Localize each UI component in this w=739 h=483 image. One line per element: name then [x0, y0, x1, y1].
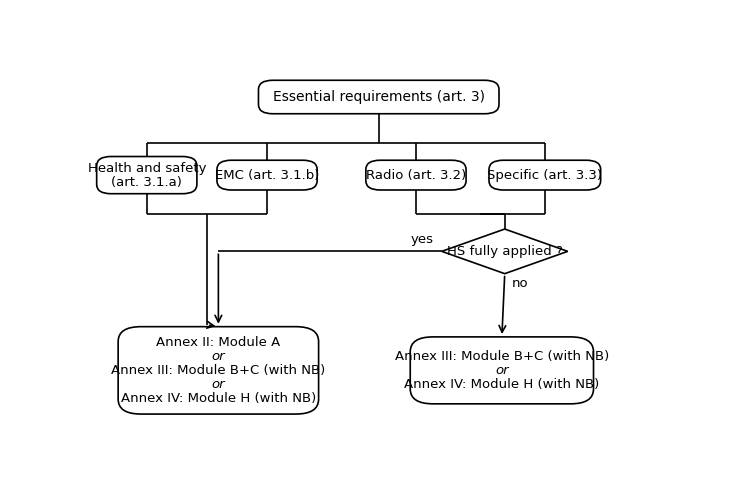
Text: or: or: [211, 350, 225, 363]
Text: or: or: [495, 364, 508, 377]
Polygon shape: [442, 229, 568, 274]
Text: Annex III: Module B+C (with NB): Annex III: Module B+C (with NB): [112, 364, 325, 377]
FancyBboxPatch shape: [97, 156, 197, 194]
Text: Annex IV: Module H (with NB): Annex IV: Module H (with NB): [404, 378, 599, 391]
Text: Annex IV: Module H (with NB): Annex IV: Module H (with NB): [120, 392, 316, 405]
Text: Specific (art. 3.3): Specific (art. 3.3): [487, 169, 602, 182]
Text: Health and safety: Health and safety: [87, 161, 206, 174]
Text: no: no: [511, 277, 528, 290]
Text: Radio (art. 3.2): Radio (art. 3.2): [366, 169, 466, 182]
Text: or: or: [211, 378, 225, 391]
Text: HS fully applied ?: HS fully applied ?: [447, 245, 562, 258]
Text: Essential requirements (art. 3): Essential requirements (art. 3): [273, 90, 485, 104]
Text: Annex II: Module A: Annex II: Module A: [156, 336, 281, 349]
FancyBboxPatch shape: [217, 160, 317, 190]
FancyBboxPatch shape: [410, 337, 593, 404]
Text: (art. 3.1.a): (art. 3.1.a): [112, 176, 183, 189]
FancyBboxPatch shape: [259, 80, 499, 114]
Text: Annex III: Module B+C (with NB): Annex III: Module B+C (with NB): [395, 350, 609, 363]
Text: yes: yes: [410, 233, 433, 246]
FancyBboxPatch shape: [366, 160, 466, 190]
Text: EMC (art. 3.1.b): EMC (art. 3.1.b): [215, 169, 319, 182]
FancyBboxPatch shape: [489, 160, 601, 190]
FancyBboxPatch shape: [118, 327, 319, 414]
